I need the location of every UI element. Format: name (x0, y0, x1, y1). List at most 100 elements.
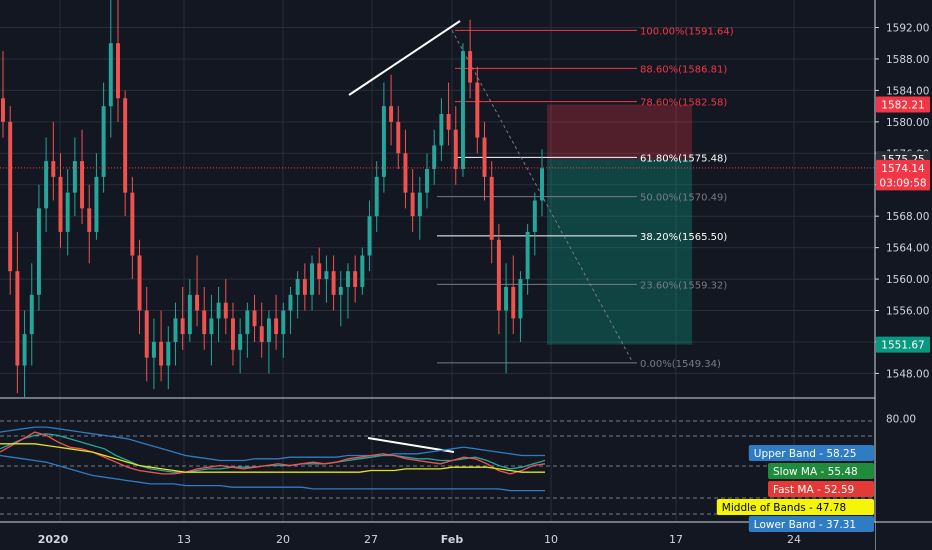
legend-item-text: Middle of Bands - 47.78 (722, 502, 846, 514)
candle-body (51, 161, 56, 177)
price-axis-background (875, 0, 932, 550)
price-badge (876, 336, 930, 353)
indicator-divergence-line[interactable] (367, 437, 455, 453)
price-badge (876, 174, 930, 191)
legend-item-box (716, 499, 874, 515)
candle-body (468, 51, 473, 83)
candle-body (72, 161, 77, 193)
candle-body (439, 113, 444, 146)
resistance-trend-line[interactable] (348, 20, 461, 96)
legend-item-box (768, 463, 874, 479)
candle-body (374, 176, 379, 217)
candle-body (446, 113, 451, 130)
candle-body (489, 176, 494, 240)
time-tick-label: 20 (276, 533, 290, 546)
time-axis[interactable]: 2020 13 20 27 Feb 10 17 24 (0, 521, 932, 550)
candle-body (281, 310, 286, 335)
candle-body (302, 279, 307, 295)
candle-body (101, 106, 106, 177)
candle-body (108, 43, 113, 107)
fib-level-label: 38.20%(1565.50) (640, 232, 727, 243)
candle-body (44, 161, 49, 209)
candle-body (460, 51, 465, 170)
candle-body (353, 271, 358, 287)
candle-body (58, 176, 63, 232)
price-tick-label: 1556.00 (886, 306, 929, 318)
candle-body (381, 106, 386, 177)
candle-body (266, 318, 271, 342)
candle-body (396, 121, 401, 154)
price-badge-text: 1574.14 (881, 163, 925, 175)
fibonacci-retracement[interactable]: 100.00%(1591.64) 88.60%(1586.81) 78.60%(15… (437, 26, 734, 370)
fib-level-label: 61.80%(1575.48) (640, 153, 727, 164)
indicator-line-upper-band (0, 426, 545, 462)
stop-loss-zone[interactable] (547, 104, 692, 160)
time-axis-background (0, 522, 875, 550)
time-tick-label: 2020 (38, 533, 69, 546)
legend-item-box (748, 516, 874, 532)
candle-body (151, 341, 156, 358)
price-tick-label: 1564.00 (886, 243, 929, 255)
indicator-tick-label: 80.00 (886, 414, 916, 426)
fib-level-label: 78.60%(1582.58) (640, 98, 727, 109)
candle-body (8, 121, 13, 272)
trend-lines[interactable] (348, 20, 461, 453)
candle-body (288, 294, 293, 311)
candle-body (36, 208, 41, 295)
candle-body (453, 129, 458, 170)
candle-body (159, 341, 164, 366)
candle-body (525, 231, 530, 280)
candle-body (540, 168, 544, 201)
price-tick-label: 1584.00 (886, 85, 929, 97)
price-badge (876, 96, 930, 113)
candle-body (532, 200, 537, 232)
candle-body (259, 326, 264, 342)
take-profit-zone[interactable] (547, 159, 692, 345)
candle-body (338, 286, 343, 295)
candle-body (216, 302, 221, 319)
candle-body (223, 302, 228, 319)
candle-body (482, 137, 487, 177)
candle-body (317, 263, 322, 280)
candle-body (130, 192, 135, 256)
position-zones[interactable] (547, 104, 692, 345)
time-tick-label: 24 (787, 533, 801, 546)
time-tick-label: 17 (669, 533, 683, 546)
time-tick-label: Feb (441, 533, 464, 546)
candle-body (230, 318, 235, 350)
legend-item-box (748, 445, 874, 461)
candlesticks (0, 0, 874, 397)
candle-body (310, 263, 315, 295)
price-badge-text: 03:09:58 (879, 177, 926, 189)
candle-body (87, 208, 92, 232)
candle-body (173, 318, 178, 342)
candle-body (116, 43, 120, 99)
fib-level-label: 0.00%(1549.34) (640, 359, 721, 370)
time-tick-label: 27 (364, 533, 378, 546)
price-tick-label: 1548.00 (886, 368, 929, 380)
price-tick-label: 1560.00 (886, 274, 929, 286)
candle-body (511, 286, 516, 319)
candle-body (432, 145, 437, 170)
legend-item-text: Fast MA - 52.59 (773, 484, 854, 496)
price-axis[interactable]: 1548.001552.001556.001560.001564.001568.… (874, 0, 932, 550)
candle-body (389, 106, 394, 122)
candle-body (360, 255, 365, 287)
candle-body (345, 271, 350, 287)
candle-body (274, 318, 279, 335)
indicator-line-middle-of-bands (0, 443, 545, 473)
time-tick-label: 10 (544, 533, 558, 546)
legend-item-box (768, 481, 874, 497)
candle-body (195, 294, 200, 311)
candle-body (324, 271, 329, 280)
candle-body (65, 192, 70, 232)
price-badge-text: 1582.21 (881, 99, 924, 111)
legend-item-text: Slow MA - 55.48 (773, 466, 858, 478)
price-tick-label: 1568.00 (886, 211, 929, 223)
candle-body (202, 310, 207, 335)
candle-body (166, 341, 171, 366)
candle-body (94, 176, 99, 232)
